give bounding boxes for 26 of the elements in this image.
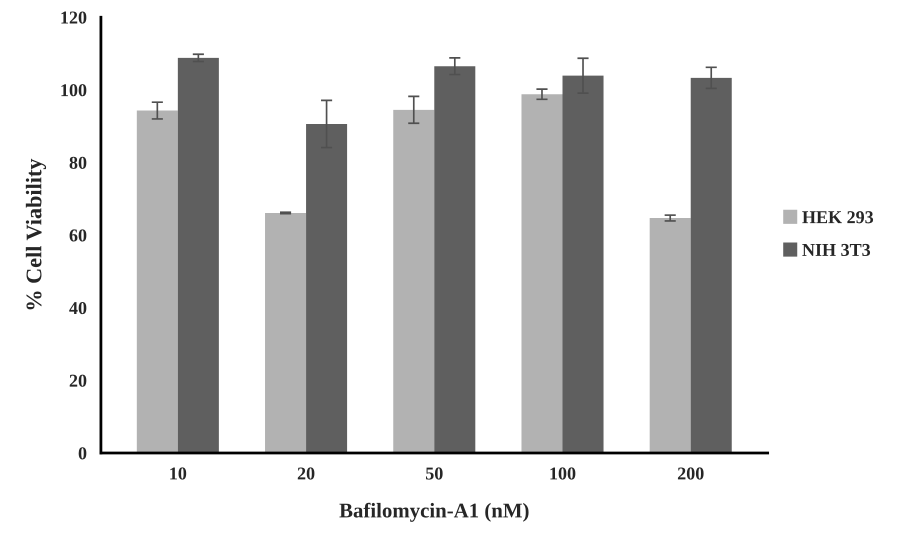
bar bbox=[178, 58, 219, 453]
y-tick-label: 120 bbox=[61, 11, 86, 24]
bar bbox=[306, 124, 348, 453]
y-tick-label: 100 bbox=[61, 84, 86, 96]
legend-label: NIH 3T3 bbox=[802, 244, 870, 256]
y-tick-label: 0 bbox=[78, 447, 86, 460]
x-tick-label: 50 bbox=[426, 467, 443, 480]
x-tick-label: 100 bbox=[550, 467, 576, 480]
x-tick-label: 20 bbox=[298, 467, 314, 480]
y-tick-label: 20 bbox=[70, 374, 86, 387]
bar bbox=[521, 94, 562, 453]
bar bbox=[265, 212, 306, 453]
bar bbox=[690, 78, 732, 453]
y-tick-label: 40 bbox=[69, 302, 86, 314]
x-tick-label: 200 bbox=[678, 467, 704, 480]
bar bbox=[562, 76, 604, 453]
legend-label: HEK 293 bbox=[802, 211, 874, 224]
y-tick-label: 60 bbox=[70, 229, 86, 242]
x-axis-title: Bafilomycin-A1 (nM) bbox=[339, 502, 529, 522]
bar bbox=[393, 110, 434, 453]
y-axis-title: % Cell Viability bbox=[26, 158, 46, 310]
bar bbox=[434, 66, 476, 453]
y-tick-label: 80 bbox=[70, 156, 86, 169]
bar bbox=[650, 218, 691, 453]
x-tick-label: 10 bbox=[170, 467, 186, 480]
bar bbox=[136, 110, 178, 453]
